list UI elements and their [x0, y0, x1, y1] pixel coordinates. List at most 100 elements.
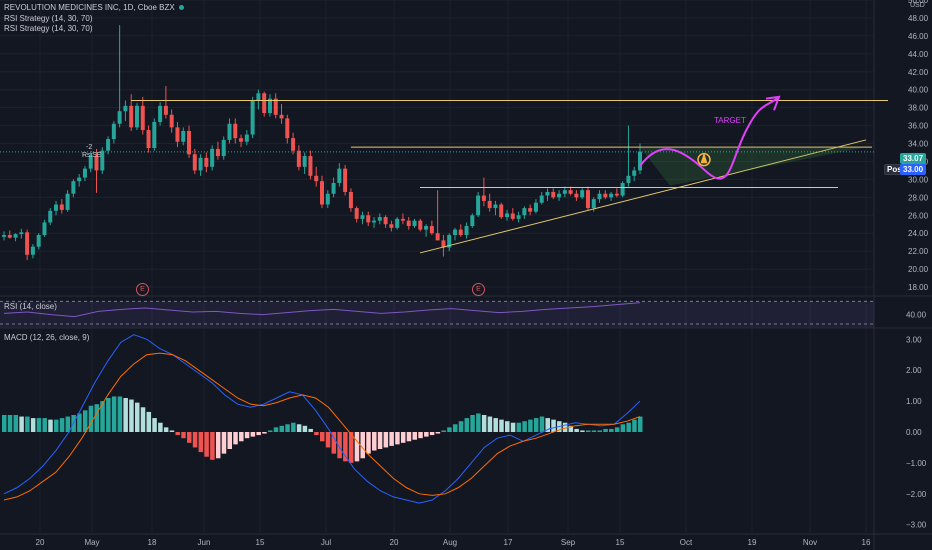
candle-body [244, 134, 249, 142]
macd-histogram-bar [481, 415, 487, 432]
macd-histogram-bar [302, 425, 308, 432]
price-tick-label: 42.00 [908, 68, 929, 77]
macd-histogram-bar [314, 432, 319, 436]
macd-histogram-bar [574, 428, 579, 432]
candle-body [366, 215, 371, 223]
macd-histogram-bar [204, 432, 209, 457]
candle-body [134, 105, 139, 128]
macd-pane [2, 334, 643, 504]
macd-histogram-bar [591, 430, 597, 432]
macd-histogram-bar [400, 432, 406, 443]
candle-body [123, 105, 128, 112]
indicator-legend-1[interactable]: RSI Strategy (14, 30, 70) [4, 14, 93, 23]
time-tick-label: 20 [390, 538, 399, 547]
macd-histogram-bar [36, 418, 42, 432]
earnings-marker-1[interactable]: E [136, 283, 149, 296]
macd-histogram-bar [597, 430, 603, 432]
macd-histogram-bar [354, 432, 360, 462]
candle-body [383, 217, 388, 225]
macd-tick-label: −2.00 [906, 490, 927, 499]
macd-histogram-bar [632, 419, 637, 432]
candle-body [441, 240, 446, 248]
macd-histogram-bar [48, 419, 53, 432]
macd-histogram-bar [585, 430, 591, 432]
candle-body [291, 138, 296, 151]
macd-histogram-bar [464, 418, 470, 432]
macd-histogram-bar [372, 432, 377, 451]
macd-tick-label: 0.00 [906, 428, 922, 437]
time-tick-label: Sep [561, 538, 576, 547]
price-tick-label: 34.00 [908, 140, 929, 149]
candle-body [591, 199, 596, 209]
candle-body [516, 215, 521, 219]
macd-histogram-bar [296, 424, 302, 432]
candle-body [557, 193, 562, 198]
time-tick-label: Nov [803, 538, 817, 547]
rsi-signal-label: RsiSE [82, 152, 102, 159]
chart-title: REVOLUTION MEDICINES INC, 1D, Cboe BZX [4, 3, 186, 12]
candle-body [106, 139, 111, 151]
macd-histogram-bar [493, 418, 498, 432]
macd-histogram-bar [250, 432, 256, 437]
indicator-1-label: RSI Strategy (14, 30, 70) [4, 14, 93, 23]
macd-histogram-bar [227, 432, 232, 449]
rsi-line [3, 302, 641, 318]
macd-tick-label: −3.00 [906, 521, 927, 530]
candle-body [25, 232, 30, 255]
candle-body [239, 138, 244, 142]
macd-histogram-bar [551, 419, 556, 432]
macd-histogram-bar [476, 413, 481, 432]
candle-body [493, 204, 498, 209]
macd-histogram-bar [7, 415, 13, 432]
ascending-trendline [419, 139, 867, 254]
candle-body [447, 235, 452, 248]
macd-tick-label: 1.00 [906, 397, 922, 406]
time-tick-label: 17 [504, 538, 513, 547]
time-tick-label: 15 [616, 538, 625, 547]
macd-histogram-bar [429, 432, 435, 436]
candle-body [314, 175, 319, 182]
candle-body [250, 100, 255, 135]
macd-histogram-bar [198, 432, 204, 453]
candle-body [395, 218, 400, 228]
price-tick-label: 22.00 [908, 247, 929, 256]
price-tick-label: 50.00 [908, 0, 929, 5]
candle-body [614, 193, 619, 196]
candle-body [279, 114, 284, 119]
signal-line [3, 352, 641, 501]
macd-histogram-bar [424, 432, 429, 437]
macd-histogram-bar [458, 421, 464, 432]
candle-body [585, 190, 590, 209]
candle-body [505, 213, 510, 218]
candle-body [429, 226, 434, 234]
candle-body [19, 232, 24, 235]
earnings-marker-2[interactable]: E [472, 283, 485, 296]
post-price-badge: 33.00 [900, 164, 927, 175]
price-tick-label: 20.00 [908, 265, 929, 274]
indicator-legend-2[interactable]: RSI Strategy (14, 30, 70) [4, 24, 93, 33]
currency-label: USD [910, 2, 925, 9]
macd-histogram-bar [539, 416, 545, 432]
macd-histogram-bar [233, 432, 238, 445]
time-tick-label: Jul [321, 538, 331, 547]
macd-histogram-bar [59, 418, 65, 432]
rsi-pane-title[interactable]: RSI (14, close) [4, 302, 57, 311]
candle-body [481, 195, 486, 201]
candle-body [285, 118, 290, 139]
macd-histogram-bar [215, 432, 221, 459]
candle-body [54, 204, 59, 211]
macd-histogram-bar [348, 432, 354, 463]
macd-histogram-bar [279, 425, 285, 432]
candle-body [94, 156, 99, 171]
candle-body [609, 193, 614, 198]
candle-body [348, 191, 353, 209]
macd-pane-title[interactable]: MACD (12, 26, close, 9) [4, 333, 90, 342]
macd-histogram-bar [42, 418, 47, 432]
status-dot-icon [178, 5, 184, 10]
candle-body [337, 168, 342, 183]
macd-histogram-bar [418, 432, 423, 439]
macd-histogram-bar [77, 413, 82, 432]
time-tick-label: Oct [680, 538, 693, 547]
macd-histogram-bar [221, 432, 227, 454]
